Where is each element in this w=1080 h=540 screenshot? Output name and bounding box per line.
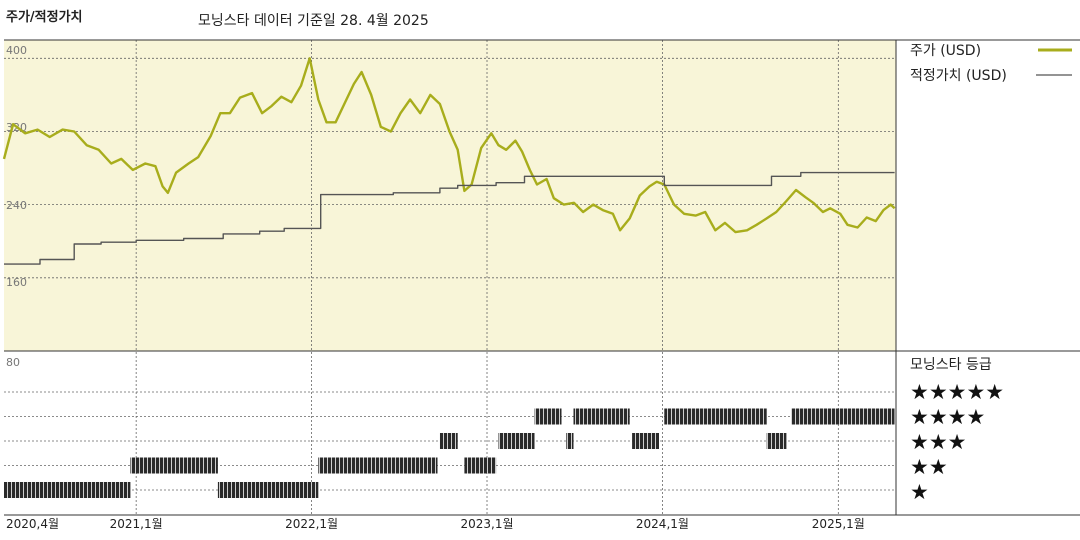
- rating-bar-3-star: [766, 433, 787, 449]
- rating-layer: [4, 408, 895, 498]
- rating-4-stars: ★★★★: [910, 405, 985, 429]
- rating-bar-3-star: [439, 433, 458, 449]
- rating-3-stars: ★★★: [910, 430, 966, 454]
- stock-price-line: [2, 57, 896, 234]
- rating-bar-4-star: [791, 408, 895, 425]
- fair-value-line: [4, 171, 895, 265]
- legend-rating-title: 모닝스타 등급: [910, 357, 992, 373]
- series-layer: [2, 57, 896, 265]
- x-axis-tick-labels: 2020,4월 2021,1월 2022,1월 2023,1월 2024,1월 2025,…: [6, 517, 865, 531]
- rating-bar-4-star: [664, 408, 767, 425]
- chart-title: 주가/적정가치: [6, 10, 83, 25]
- rating-5-stars: ★★★★★: [910, 380, 1004, 404]
- rating-bar-3-star: [498, 433, 535, 449]
- legend: 주가 (USD) 적정가치 (USD) 모닝스타 등급 ★★★★★ ★★★★ ★…: [910, 43, 1072, 504]
- x-tick-label: 2022,1월: [285, 517, 338, 531]
- x-tick-label: 2025,1월: [812, 517, 865, 531]
- rating-1-star: ★: [910, 480, 929, 504]
- x-tick-label: 2024,1월: [636, 517, 689, 531]
- legend-price-label: 주가 (USD): [910, 43, 981, 59]
- data-date-subtitle: 모닝스타 데이터 기준일 28. 4월 2025: [198, 13, 429, 29]
- rating-bar-4-star: [534, 408, 562, 425]
- rating-bar-1-star: [4, 482, 131, 498]
- y-tick-160: 160: [6, 276, 27, 289]
- rating-bar-2-star: [318, 457, 438, 474]
- rating-bar-3-star: [632, 433, 659, 449]
- vertical-gridlines: [135, 40, 839, 515]
- rating-bar-2-star: [130, 457, 218, 474]
- y-tick-400: 400: [6, 44, 27, 57]
- price-plot-background: [4, 40, 896, 351]
- rating-bar-3-star: [566, 433, 574, 449]
- legend-fair-value-label: 적정가치 (USD): [910, 68, 1007, 84]
- x-tick-label: 2023,1월: [460, 517, 513, 531]
- rating-bar-2-star: [464, 457, 497, 474]
- rating-bar-4-star: [573, 408, 630, 425]
- y-tick-240: 240: [6, 199, 27, 212]
- y-tick-80: 80: [6, 356, 20, 369]
- x-tick-label: 2020,4월: [6, 517, 59, 531]
- x-tick-label: 2021,1월: [110, 517, 163, 531]
- rating-bar-1-star: [217, 482, 319, 498]
- rating-2-stars: ★★: [910, 455, 948, 479]
